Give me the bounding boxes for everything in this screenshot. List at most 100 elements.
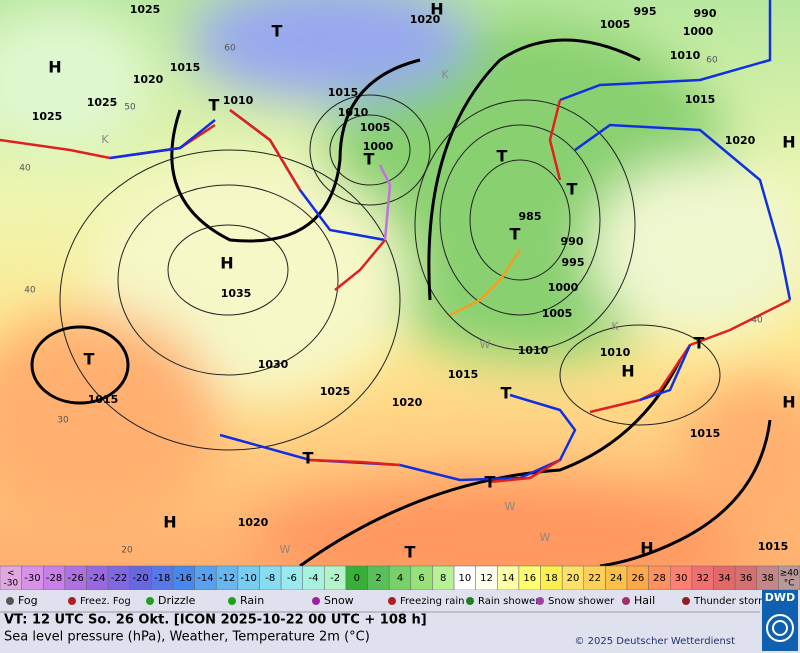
pressure-label: 1020 xyxy=(410,13,441,26)
legend-label: Thunder storm xyxy=(693,596,768,607)
scale-end-bottom: -30 xyxy=(3,579,18,589)
pressure-center: T xyxy=(694,334,705,353)
legend-icon xyxy=(6,597,14,605)
scale-label: 18 xyxy=(545,573,558,584)
pressure-center: T xyxy=(364,150,375,169)
pressure-label: 990 xyxy=(694,7,717,20)
scale-label: -30 xyxy=(24,573,40,584)
scale-end-top: < xyxy=(7,569,15,579)
pressure-label: 1000 xyxy=(683,25,714,38)
air-mass-label: W xyxy=(505,500,516,513)
pressure-label: 995 xyxy=(562,256,585,269)
pressure-label: 1000 xyxy=(363,140,394,153)
pressure-center: T xyxy=(209,96,220,115)
legend-icon xyxy=(228,597,236,605)
legend-icon xyxy=(466,597,474,605)
pressure-center: T xyxy=(567,180,578,199)
pressure-center: T xyxy=(303,449,314,468)
pressure-center: T xyxy=(510,225,521,244)
pressure-center: H xyxy=(48,58,61,77)
scale-label: -24 xyxy=(89,573,105,584)
legend-icon xyxy=(622,597,630,605)
scale-label: 38 xyxy=(761,573,774,584)
scale-label: 24 xyxy=(610,573,623,584)
pressure-label: 1025 xyxy=(320,385,351,398)
scale-label: -4 xyxy=(309,573,319,584)
scale-label: -26 xyxy=(68,573,84,584)
scale-label: 26 xyxy=(631,573,644,584)
temperature-scale: <-30 -30 -28 -26 -24 -22 -20 -18 -16 -14 -12 -10 -8-… xyxy=(0,565,800,591)
isotherm-label: 60 xyxy=(224,44,236,54)
scale-label: 28 xyxy=(653,573,666,584)
legend-icon xyxy=(682,597,690,605)
isotherm-label: 40 xyxy=(751,316,763,326)
temperature-field xyxy=(0,0,800,600)
pressure-center: H xyxy=(621,362,634,381)
dwd-logo: DWD xyxy=(762,590,798,651)
isobars xyxy=(59,94,721,451)
scale-label: 16 xyxy=(523,573,536,584)
scale-label: -20 xyxy=(132,573,148,584)
legend-icon xyxy=(388,597,396,605)
pressure-label: 1015 xyxy=(448,368,479,381)
pressure-label: 1010 xyxy=(670,49,701,62)
pressure-label: 1020 xyxy=(392,396,423,409)
scale-label: -28 xyxy=(46,573,62,584)
pressure-label: 1010 xyxy=(338,106,369,119)
pressure-center: T xyxy=(405,543,416,562)
pressure-label: 1015 xyxy=(88,393,119,406)
legend-label: Snow xyxy=(324,594,354,607)
scale-label: 2 xyxy=(375,573,381,584)
scale-end-bottom: °C xyxy=(784,579,795,589)
air-mass-label: K xyxy=(611,320,619,333)
pressure-label: 990 xyxy=(561,235,584,248)
legend-label: Rain shower xyxy=(478,596,540,607)
pressure-label: 1015 xyxy=(170,61,201,74)
pressure-label: 1025 xyxy=(32,110,63,123)
scale-label: -2 xyxy=(330,573,340,584)
pressure-label: 985 xyxy=(519,210,542,223)
pressure-label: 1025 xyxy=(130,3,161,16)
legend-background xyxy=(0,590,800,653)
scale-label: 12 xyxy=(480,573,493,584)
air-mass-label: W xyxy=(480,338,491,351)
air-mass-label: W xyxy=(280,543,291,556)
weather-legend: Fog Freez. Fog Drizzle Rain Snow Freezing rai… xyxy=(6,594,768,607)
legend-label: Snow shower xyxy=(548,596,615,607)
pressure-label: 1020 xyxy=(725,134,756,147)
legend-icon xyxy=(312,597,320,605)
scale-label: -14 xyxy=(197,573,213,584)
pressure-label: 1030 xyxy=(258,358,289,371)
valid-time: VT: 12 UTC So. 26 Okt. [ICON 2025-10-22 … xyxy=(4,613,427,628)
pressure-center: T xyxy=(84,350,95,369)
scale-label: 30 xyxy=(675,573,688,584)
pressure-label: 1005 xyxy=(600,18,631,31)
scale-label: 34 xyxy=(718,573,731,584)
scale-label: 20 xyxy=(567,573,580,584)
scale-label: 22 xyxy=(588,573,601,584)
scale-label: -8 xyxy=(265,573,275,584)
pressure-label: 1025 xyxy=(87,96,118,109)
isotherm-label: 30 xyxy=(57,416,69,426)
scale-label: -6 xyxy=(287,573,297,584)
legend-label: Fog xyxy=(18,594,38,607)
scale-label: -18 xyxy=(154,573,170,584)
pressure-label: 1020 xyxy=(133,73,164,86)
scale-label: -12 xyxy=(219,573,235,584)
pressure-label: 1005 xyxy=(360,121,391,134)
map-labels: 1025 1020 995 990 1005 1000 1015 1020 1015 1010 10… xyxy=(19,0,795,562)
pressure-center: H xyxy=(163,513,176,532)
scale-label: 14 xyxy=(502,573,515,584)
pressure-center: T xyxy=(485,473,496,492)
scale-label: 4 xyxy=(397,573,403,584)
pressure-center: T xyxy=(272,22,283,41)
pressure-label: 1010 xyxy=(223,94,254,107)
scale-label: 0 xyxy=(354,573,360,584)
pressure-label: 1035 xyxy=(221,287,252,300)
scale-label: -10 xyxy=(240,573,256,584)
legend-label: Drizzle xyxy=(158,594,196,607)
copyright: © 2025 Deutscher Wetterdienst xyxy=(574,636,735,647)
scale-label: -22 xyxy=(111,573,127,584)
pressure-label: 1015 xyxy=(690,427,721,440)
legend-icon xyxy=(68,597,76,605)
